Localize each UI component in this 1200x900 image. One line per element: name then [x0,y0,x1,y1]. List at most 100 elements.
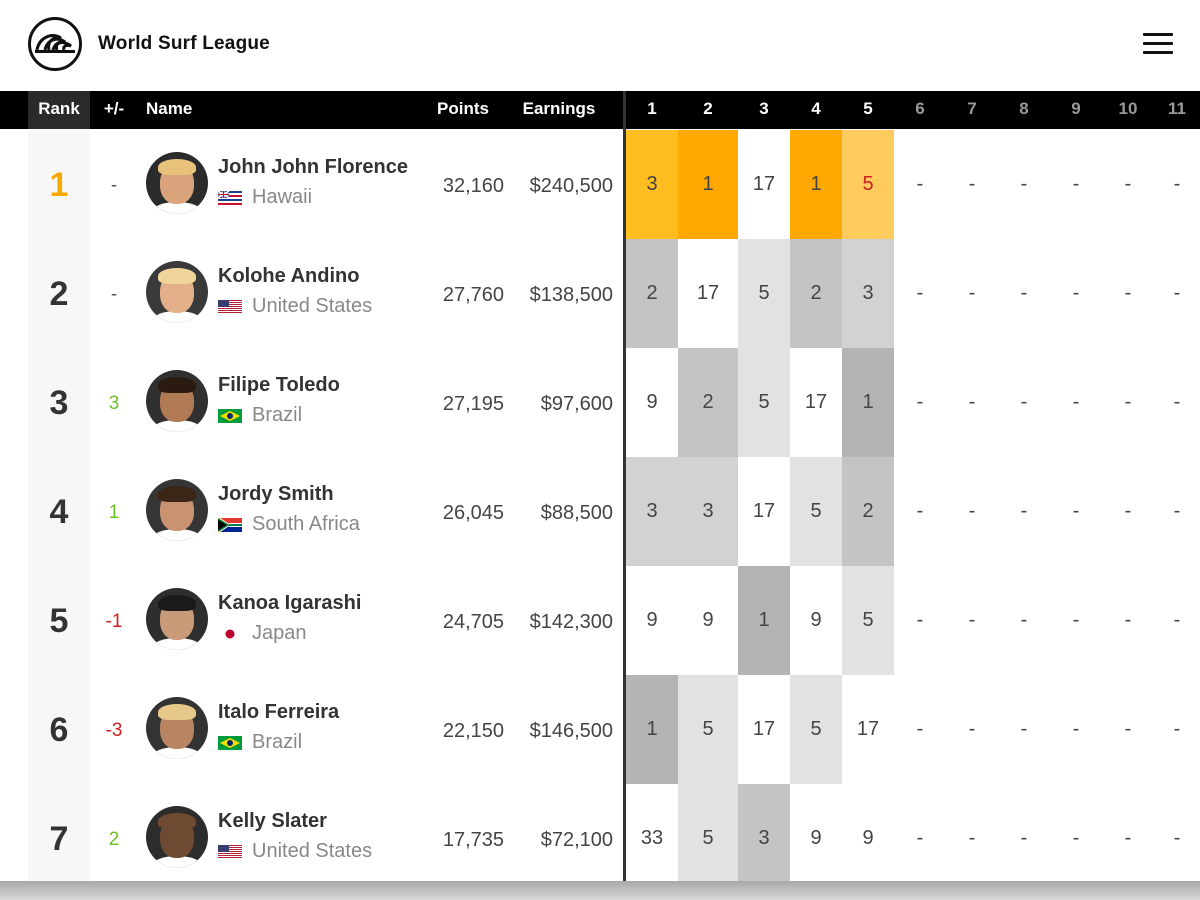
brand-title[interactable]: World Surf League [98,33,270,54]
event-result-cell[interactable]: 1 [626,675,678,784]
event-result-cell[interactable]: 3 [842,239,894,348]
rank-number: 2 [49,275,69,313]
event-result-cell[interactable]: 17 [678,239,738,348]
event-result-cell[interactable]: 5 [738,239,790,348]
country-name: Japan [252,622,307,644]
column-header-event-11[interactable]: 11 [1168,99,1186,118]
surfer-name-link[interactable]: Kolohe Andino [218,265,360,287]
event-result-cell[interactable]: 9 [626,566,678,675]
event-result-cell[interactable]: 9 [678,566,738,675]
surfer-country: United States [218,840,372,864]
table-divider [623,91,626,881]
avatar[interactable] [146,588,208,650]
event-result-cell[interactable]: 5 [842,566,894,675]
event-result-cell[interactable]: 5 [678,784,738,893]
earnings-value: $88,500 [540,502,613,524]
column-header-event-1[interactable]: 1 [647,99,657,118]
event-result-cell[interactable]: 1 [842,348,894,457]
event-result-cell[interactable]: 5 [790,457,842,566]
column-header-event-3[interactable]: 3 [759,99,769,118]
surfer-name-link[interactable]: Jordy Smith [218,483,334,505]
surfer-country: Brazil [218,404,302,428]
event-result-cell: - [1124,500,1132,522]
event-result-cell: - [916,718,924,740]
event-result-cell[interactable]: 17 [738,457,790,566]
avatar[interactable] [146,806,208,868]
surfer-name-link[interactable]: Filipe Toledo [218,374,340,396]
event-result-cell[interactable]: 1 [738,566,790,675]
column-header-points[interactable]: Points [437,99,489,118]
hamburger-menu-icon[interactable] [1138,28,1178,60]
event-result-cell[interactable]: 3 [626,130,678,239]
menu-bar-line [1143,33,1173,36]
event-result-cell: - [1124,609,1132,631]
event-result-cell: - [1020,391,1028,413]
table-row[interactable]: 2 - Kolohe Andino United States 27,760 $138,5… [0,239,1200,348]
surfer-name-link[interactable]: John John Florence [218,156,409,178]
table-row[interactable]: 1 - John John Florence Hawaii 32,160 $240,500… [0,130,1200,239]
event-result-cell[interactable]: 33 [626,784,678,893]
points-value: 27,195 [442,393,504,415]
avatar[interactable] [146,479,208,541]
event-result-cell[interactable]: 5 [842,130,894,239]
event-result-cell: - [1173,391,1181,413]
table-row[interactable]: 4 1 Jordy Smith South Africa 26,045 $88,500 3 3… [0,457,1200,566]
points-value: 26,045 [442,502,504,524]
column-header-event-10[interactable]: 10 [1118,99,1138,118]
event-result-cell[interactable]: 9 [842,784,894,893]
surfer-country: Japan [218,622,307,646]
column-header-event-4[interactable]: 4 [811,99,821,118]
event-result-cell[interactable]: 3 [678,457,738,566]
column-header-change[interactable]: +/- [103,99,125,118]
event-result-cell[interactable]: 17 [842,675,894,784]
wsl-wave-logo-icon[interactable] [28,17,82,71]
column-header-earnings[interactable]: Earnings [522,99,596,118]
surfer-name-link[interactable]: Kelly Slater [218,810,327,832]
surfer-name-link[interactable]: Italo Ferreira [218,701,340,723]
column-header-event-8[interactable]: 8 [1019,99,1029,118]
rank-change: 3 [108,393,120,414]
event-result-cell: - [968,173,976,195]
event-result-cell: - [1072,827,1080,849]
event-result-cell[interactable]: 2 [678,348,738,457]
column-header-event-9[interactable]: 9 [1071,99,1081,118]
event-result-cell[interactable]: 9 [790,566,842,675]
event-result-cell[interactable]: 2 [842,457,894,566]
column-header-event-5[interactable]: 5 [863,99,873,118]
column-header-event-2[interactable]: 2 [703,99,713,118]
menu-bar-line [1143,42,1173,45]
avatar[interactable] [146,370,208,432]
avatar[interactable] [146,261,208,323]
event-result-cell[interactable]: 2 [626,239,678,348]
event-result-cell[interactable]: 9 [790,784,842,893]
event-result-cell[interactable]: 1 [678,130,738,239]
event-result-cell[interactable]: 3 [626,457,678,566]
avatar[interactable] [146,152,208,214]
table-row[interactable]: 6 -3 Italo Ferreira Brazil 22,150 $146,500 1 5 1… [0,675,1200,784]
south-africa-flag-icon [218,517,242,532]
column-header-rank[interactable]: Rank [28,91,90,129]
table-row[interactable]: 7 2 Kelly Slater United States 17,735 $72,100… [0,784,1200,893]
event-result-cell[interactable]: 17 [738,675,790,784]
event-result-cell[interactable]: 5 [738,348,790,457]
rank-change: -3 [105,720,123,741]
event-result-cell[interactable]: 17 [738,130,790,239]
event-result-cell[interactable]: 2 [790,239,842,348]
brazil-flag-icon [218,408,242,423]
event-result-cell[interactable]: 1 [790,130,842,239]
column-header-event-6[interactable]: 6 [915,99,925,118]
table-row[interactable]: 3 3 Filipe Toledo Brazil 27,195 $97,600 9 2 5 17 1… [0,348,1200,457]
table-row[interactable]: 5 -1 Kanoa Igarashi Japan 24,705 $142,300 9 9 1 9… [0,566,1200,675]
avatar[interactable] [146,697,208,759]
event-result-cell[interactable]: 17 [790,348,842,457]
surfer-name-link[interactable]: Kanoa Igarashi [218,592,362,614]
event-result-cell[interactable]: 3 [738,784,790,893]
rank-number: 5 [49,602,69,640]
bottom-shadow [0,881,1200,900]
event-result-cell[interactable]: 5 [790,675,842,784]
event-result-cell: - [1072,500,1080,522]
event-result-cell[interactable]: 9 [626,348,678,457]
column-header-event-7[interactable]: 7 [967,99,977,118]
column-header-name[interactable]: Name [146,99,193,118]
event-result-cell[interactable]: 5 [678,675,738,784]
